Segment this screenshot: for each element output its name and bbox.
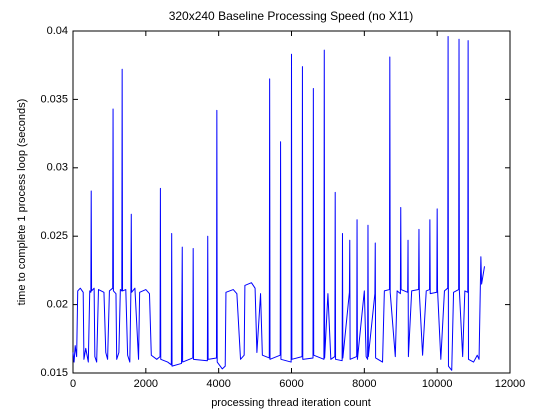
x-tick-label: 0 [70, 378, 76, 390]
y-tick-label: 0.03 [47, 162, 68, 174]
x-tick-label: 12000 [495, 378, 526, 390]
y-tick-label: 0.015 [40, 367, 68, 379]
x-tick-label: 6000 [279, 378, 303, 390]
y-tick-label: 0.035 [40, 93, 68, 105]
x-axis-label: processing thread iteration count [211, 397, 371, 409]
chart-title: 320x240 Baseline Processing Speed (no X1… [169, 9, 414, 23]
y-axis-label: time to complete 1 process loop (seconds… [16, 99, 28, 306]
y-tick-label: 0.025 [40, 230, 68, 242]
y-tick-label: 0.04 [47, 25, 68, 37]
x-tick-label: 4000 [206, 378, 230, 390]
y-tick-label: 0.02 [47, 299, 68, 311]
x-tick-label: 2000 [134, 378, 158, 390]
x-tick-label: 10000 [422, 378, 453, 390]
data-line [72, 35, 486, 371]
x-tick-label: 8000 [352, 378, 376, 390]
